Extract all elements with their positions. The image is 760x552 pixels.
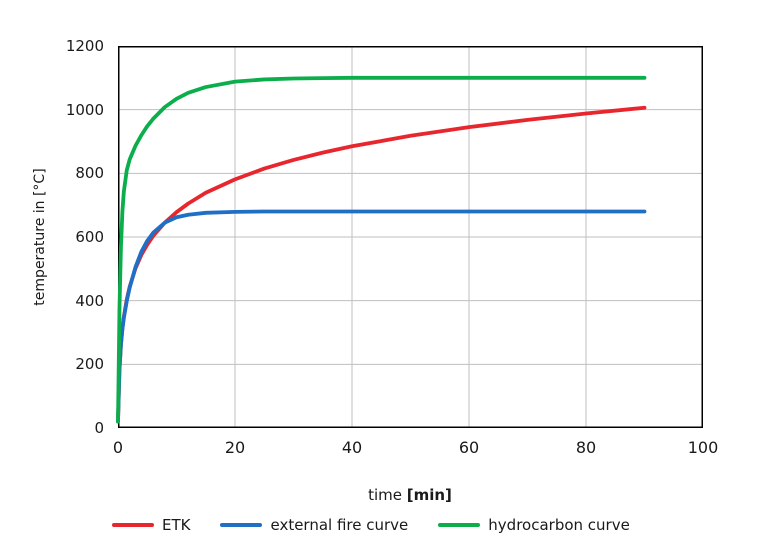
x-tick-label: 100	[687, 438, 719, 457]
y-tick-label: 1200	[65, 37, 104, 55]
legend-item: external fire curve	[220, 516, 408, 534]
legend-label: ETK	[162, 516, 191, 534]
x-tick-label: 40	[341, 438, 363, 457]
series-line-hydrocarbon-curve	[116, 75, 647, 424]
series-line-etk	[116, 105, 647, 424]
legend-swatch	[112, 523, 154, 527]
x-tick-label: 80	[575, 438, 597, 457]
x-axis-label-text: time	[368, 486, 402, 504]
legend-label: external fire curve	[270, 516, 409, 534]
y-tick-label: 400	[75, 291, 104, 310]
y-tick-label: 1000	[65, 100, 104, 119]
series-line-external-fire-curve	[116, 209, 647, 424]
x-axis-label: time [min]	[368, 486, 452, 504]
x-axis-label-unit: [min]	[406, 486, 452, 504]
plot-area	[116, 46, 703, 428]
plot-border	[118, 46, 703, 428]
x-tick-label: 20	[224, 438, 246, 457]
legend: ETK external fire curve hydrocarbon curve	[112, 516, 720, 534]
y-tick-label: 200	[75, 355, 104, 374]
y-tick-label: 600	[75, 228, 104, 246]
legend-label: hydrocarbon curve	[488, 516, 630, 534]
y-tick-label: 800	[75, 164, 104, 183]
legend-item: hydrocarbon curve	[438, 516, 630, 534]
legend-item: ETK	[112, 516, 190, 534]
y-tick-label: 0	[94, 419, 104, 437]
x-tick-label: 0	[112, 438, 124, 457]
legend-swatch	[438, 523, 481, 527]
legend-swatch	[220, 523, 263, 527]
x-tick-label: 60	[458, 438, 480, 457]
